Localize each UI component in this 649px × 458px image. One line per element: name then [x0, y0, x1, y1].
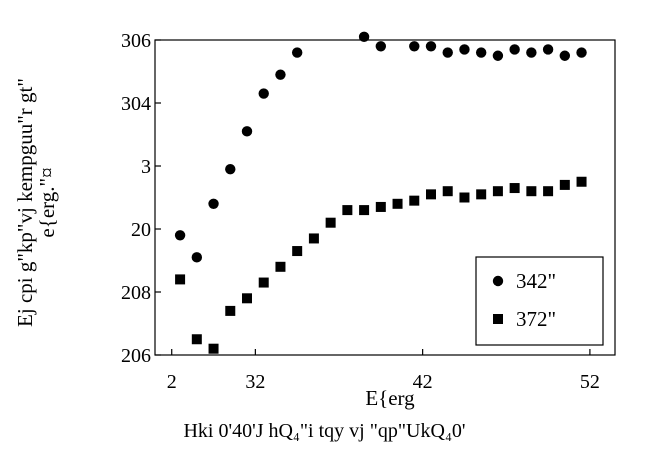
data-point	[225, 163, 236, 175]
data-point	[175, 274, 186, 285]
data-point	[509, 44, 520, 55]
data-point	[242, 293, 252, 304]
data-point	[208, 198, 219, 209]
data-point	[559, 179, 570, 190]
data-point	[191, 334, 202, 345]
data-point	[358, 31, 370, 43]
data-point	[174, 230, 186, 241]
data-point	[225, 305, 236, 316]
data-point	[526, 186, 537, 197]
data-point	[291, 47, 303, 58]
y-axis-title-line-2: e{erg."¤	[35, 167, 59, 237]
y-tick-label: 304	[121, 93, 151, 115]
data-point	[409, 41, 420, 52]
data-point	[526, 47, 537, 58]
x-tick-label: 2	[167, 371, 177, 393]
plot-area-border	[154, 39, 616, 356]
data-point	[308, 233, 319, 244]
data-point	[442, 47, 453, 58]
data-point	[392, 198, 403, 209]
data-point	[559, 50, 571, 61]
legend-marker-circle	[492, 275, 504, 287]
x-tick-label: 42	[413, 371, 433, 393]
data-point	[442, 186, 453, 197]
series-2	[175, 176, 587, 354]
x-tick-label: 32	[245, 371, 265, 393]
data-point	[459, 44, 470, 55]
data-point	[258, 88, 269, 99]
y-tick-label: 3	[141, 156, 151, 178]
y-axis-title-line-1: Ej cpi g"kp"vj kempguu"r gt"	[13, 78, 37, 327]
x-axis-title: E{erg	[365, 386, 415, 410]
data-point	[476, 189, 487, 200]
data-point	[426, 189, 436, 200]
figure-caption: Hki 0'40'J hQ₄"i tqy vj "qp"UkQ₄0'	[183, 420, 466, 442]
data-point	[475, 47, 487, 58]
data-point	[543, 186, 554, 197]
data-point	[208, 343, 219, 354]
data-point	[342, 205, 353, 216]
data-point	[542, 44, 554, 55]
y-tick-label: 20	[131, 219, 151, 241]
data-point	[375, 201, 386, 212]
data-point	[275, 261, 286, 272]
y-axis-title-line: e{erg."¤	[35, 167, 59, 237]
data-point	[576, 47, 587, 58]
y-tick-label: 306	[121, 30, 151, 52]
data-point	[191, 252, 203, 263]
data-point	[425, 41, 437, 52]
y-axis-title-line: Ej cpi g"kp"vj kempguu"r gt"	[13, 78, 37, 327]
data-point	[576, 176, 587, 187]
data-point	[258, 277, 269, 288]
series-1	[174, 31, 587, 263]
legend-box	[475, 256, 604, 346]
legend-marker-square	[493, 314, 503, 324]
data-point	[459, 192, 470, 203]
legend-label: 372"	[516, 307, 556, 331]
data-point	[359, 205, 370, 216]
data-point	[509, 183, 520, 194]
data-point	[492, 50, 504, 61]
legend-label: 342"	[516, 269, 556, 293]
data-point	[325, 217, 336, 228]
y-tick-label: 206	[121, 345, 151, 367]
y-tick-label: 208	[121, 282, 151, 304]
data-point	[275, 69, 286, 80]
data-point	[409, 195, 420, 206]
x-tick-label: 52	[580, 371, 600, 393]
data-point	[492, 186, 503, 197]
data-point	[375, 41, 387, 52]
data-point	[241, 126, 253, 137]
data-point	[292, 246, 303, 257]
